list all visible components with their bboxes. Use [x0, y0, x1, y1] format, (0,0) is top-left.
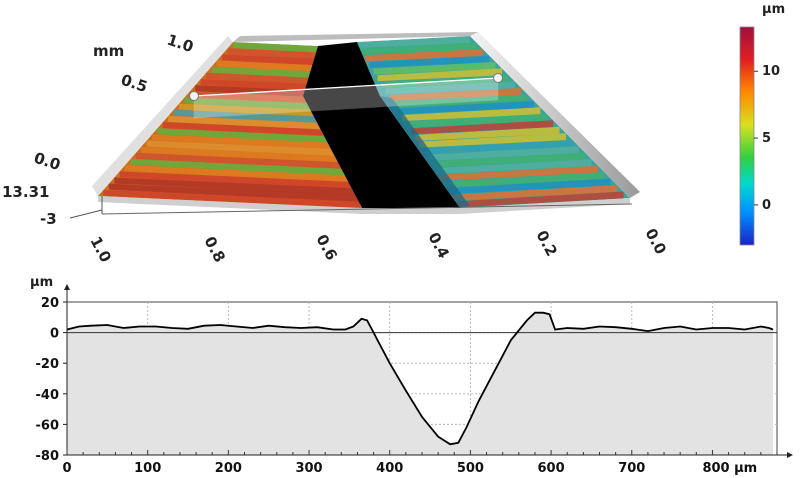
x-tick-label: 300 — [295, 461, 322, 476]
colorbar-tick-label: 10 — [762, 64, 780, 79]
colorbar: µm 10 5 0 — [739, 2, 785, 246]
y-tick-label: -80 — [36, 449, 60, 464]
surface-unit-label: mm — [93, 42, 124, 60]
profile-fill — [67, 312, 773, 455]
profile-chart[interactable]: 200-20-40-60-80 0 100 200 300 400 500 600 700 80… — [30, 275, 793, 476]
x-axis-ticks: 0 100 200 300 400 500 600 700 800 µm — [62, 461, 757, 476]
x-tick-label: 400 — [376, 461, 403, 476]
x-tick-label: 600 — [538, 461, 565, 476]
colorbar-unit: µm — [762, 2, 785, 17]
groove-right-edge — [380, 96, 470, 208]
x-tick-label: 0 — [62, 461, 71, 476]
x-tick-label: 500 — [457, 461, 484, 476]
y-tick-label: 0 — [50, 327, 59, 342]
groove-channel — [303, 42, 460, 208]
z-top-label: 13.31 — [2, 183, 49, 201]
y-tick-label: -40 — [36, 388, 60, 403]
base-plate — [98, 196, 630, 214]
x-tick-3d-0: 1.0 — [86, 233, 114, 265]
x-tick-label: 800 µm — [702, 461, 757, 476]
surface-3d[interactable]: mm 1.0 0.5 0.0 13.31 -3 1.0 0.8 0.6 0.4 … — [2, 31, 670, 266]
profile-series-line — [66, 311, 774, 446]
y-tick-label: 20 — [41, 296, 59, 311]
z-axis-tick — [69, 209, 103, 219]
x-tick-label: 200 — [215, 461, 242, 476]
colorbar-tick-label: 0 — [762, 198, 771, 213]
y-tick-label: -20 — [36, 357, 60, 372]
x-tick-3d-1: 0.8 — [200, 233, 228, 265]
x-tick-3d-4: 0.2 — [532, 227, 560, 259]
x-tick-3d-3: 0.4 — [424, 229, 452, 261]
x-tick-label: 700 — [618, 461, 645, 476]
y-tick-1: 1.0 — [165, 31, 196, 56]
y-tick-3: 0.0 — [32, 149, 63, 174]
profile-marker-left[interactable] — [189, 91, 199, 101]
x-tick-3d-5: 0.0 — [641, 225, 669, 257]
y-tick-label: -60 — [36, 418, 60, 433]
surface-right-region — [357, 36, 630, 208]
back-wall-top — [233, 32, 478, 42]
y-axis-arrow — [64, 284, 70, 290]
plot-axes — [64, 284, 793, 458]
profile-line — [193, 77, 499, 97]
z-bottom-label: -3 — [40, 210, 57, 228]
colorbar-tick-label: 5 — [762, 131, 771, 146]
x-axis-arrow — [787, 452, 793, 458]
y-axis-ticks: 20 0 -20 -40 -60 -80 — [36, 296, 67, 464]
profile-marker-right[interactable] — [493, 73, 503, 83]
back-wall-right — [470, 32, 640, 198]
y-axis-unit: µm — [30, 275, 53, 290]
x-tick-label: 100 — [134, 461, 161, 476]
colorbar-gradient — [739, 26, 755, 246]
x-tick-3d-2: 0.6 — [312, 231, 340, 263]
left-wall — [92, 36, 233, 196]
y-tick-2: 0.5 — [119, 71, 150, 96]
x-axis-3d — [101, 203, 633, 215]
